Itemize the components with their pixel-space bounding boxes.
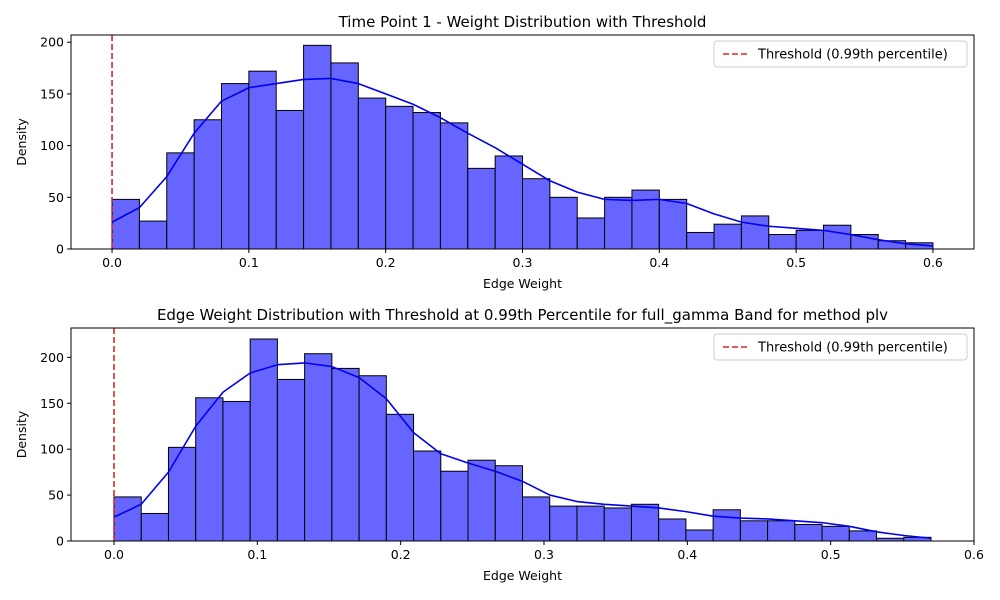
x-tick-label: 0.3 (513, 255, 533, 270)
x-tick-label: 0.5 (821, 547, 841, 562)
histogram-bar (630, 503, 660, 542)
kde-curve (113, 362, 932, 540)
kde-curve (111, 77, 934, 247)
x-tick-label: 0.4 (649, 255, 669, 270)
histogram-bar (138, 220, 168, 250)
histogram-bar (303, 44, 332, 250)
histogram-bar (113, 496, 142, 542)
histogram-bar (604, 196, 633, 250)
histogram-bar (658, 518, 687, 542)
x-tick-label: 0.2 (391, 547, 411, 562)
histogram-bar (713, 223, 742, 250)
x-tick-label: 0.0 (104, 547, 124, 562)
x-tick-label: 0.5 (786, 255, 806, 270)
legend: Threshold (0.99th percentile) (713, 333, 968, 361)
y-tick-label: 200 (40, 35, 64, 50)
subplot-2: 0.0 0.1 0.2 0.3 0.4 0.5 0.6 0 50 100 150 200 Edge We… (14, 306, 984, 583)
histogram-bar (794, 523, 823, 542)
y-tick-label: 100 (40, 442, 64, 457)
histogram-bar (385, 105, 414, 250)
histogram-bar (576, 217, 606, 250)
legend-box (713, 333, 968, 361)
histogram-bar (193, 119, 222, 250)
y-tick-label: 50 (48, 488, 64, 503)
histogram-bar (739, 520, 769, 542)
histogram-bar (522, 178, 551, 250)
histogram-bar (685, 529, 714, 542)
legend-box (713, 40, 968, 68)
histogram-bar (549, 196, 578, 250)
histogram-bar (167, 446, 197, 542)
histogram-bar (494, 155, 524, 250)
histogram-bar (767, 520, 796, 542)
histogram-bar (221, 83, 250, 250)
y-tick-label: 100 (40, 138, 64, 153)
histogram-bar (439, 122, 469, 250)
histogram-bar (275, 109, 305, 250)
x-axis-label: Edge Weight (483, 568, 562, 583)
y-tick-label: 150 (40, 86, 64, 101)
histogram-bar (603, 507, 632, 542)
histogram-bar (111, 198, 140, 250)
x-axis-label: Edge Weight (483, 276, 562, 291)
y-tick-label: 200 (40, 350, 64, 365)
histogram-bar (440, 470, 469, 542)
histogram-bar (658, 198, 688, 250)
histogram-bar (330, 62, 359, 250)
histogram-bar (331, 367, 360, 542)
histogram-bar (222, 400, 251, 542)
histogram-bar (795, 229, 825, 250)
chart-title: Time Point 1 - Weight Distribution with … (338, 13, 707, 31)
histogram-bar (467, 167, 496, 250)
histogram-bar (195, 397, 224, 542)
histogram-bar (467, 459, 496, 542)
histogram-bar (576, 505, 605, 542)
x-tick-label: 0.6 (923, 255, 943, 270)
histogram-bar (768, 234, 797, 250)
legend: Threshold (0.99th percentile) (713, 40, 968, 68)
histogram-bar (821, 525, 850, 542)
histogram-bar (522, 496, 551, 542)
histogram-bar (248, 70, 277, 250)
plot-frame (70, 327, 975, 542)
x-tick-label: 0.2 (376, 255, 396, 270)
y-axis-label: Density (14, 410, 29, 458)
histogram-bar (304, 353, 333, 542)
histogram-bar (276, 378, 306, 542)
y-tick-label: 150 (40, 396, 64, 411)
histogram-bar (686, 231, 715, 250)
chart-title: Edge Weight Distribution with Threshold … (157, 306, 888, 325)
x-tick-label: 0.0 (102, 255, 122, 270)
y-tick-label: 0 (56, 242, 64, 257)
x-tick-label: 0.3 (534, 547, 554, 562)
histogram-bar (712, 509, 741, 542)
histogram-bar (140, 512, 169, 542)
histogram-bar (413, 450, 442, 542)
histogram-bar (549, 505, 578, 542)
x-tick-label: 0.1 (239, 255, 259, 270)
histogram-bar (357, 97, 387, 250)
x-tick-label: 0.1 (247, 547, 267, 562)
x-tick-label: 0.4 (677, 547, 697, 562)
histogram-bar (412, 112, 441, 250)
histogram-bar (848, 530, 878, 542)
histogram-bar (823, 224, 852, 250)
x-tick-label: 0.6 (964, 547, 984, 562)
histogram-bar (494, 465, 523, 542)
histogram-bar (385, 413, 415, 542)
legend-label: Threshold (0.99th percentile) (757, 341, 948, 356)
y-tick-label: 0 (56, 534, 64, 549)
subplot-1: 0.0 0.1 0.2 0.3 0.4 0.5 0.6 0 50 100 150 200 Time Po… (14, 13, 975, 291)
histogram-bar (166, 152, 195, 250)
y-axis-label: Density (14, 118, 29, 166)
histogram-bar (358, 375, 387, 542)
histogram-bar (740, 215, 770, 250)
legend-label: Threshold (0.99th percentile) (757, 48, 948, 63)
y-tick-label: 50 (48, 190, 64, 205)
